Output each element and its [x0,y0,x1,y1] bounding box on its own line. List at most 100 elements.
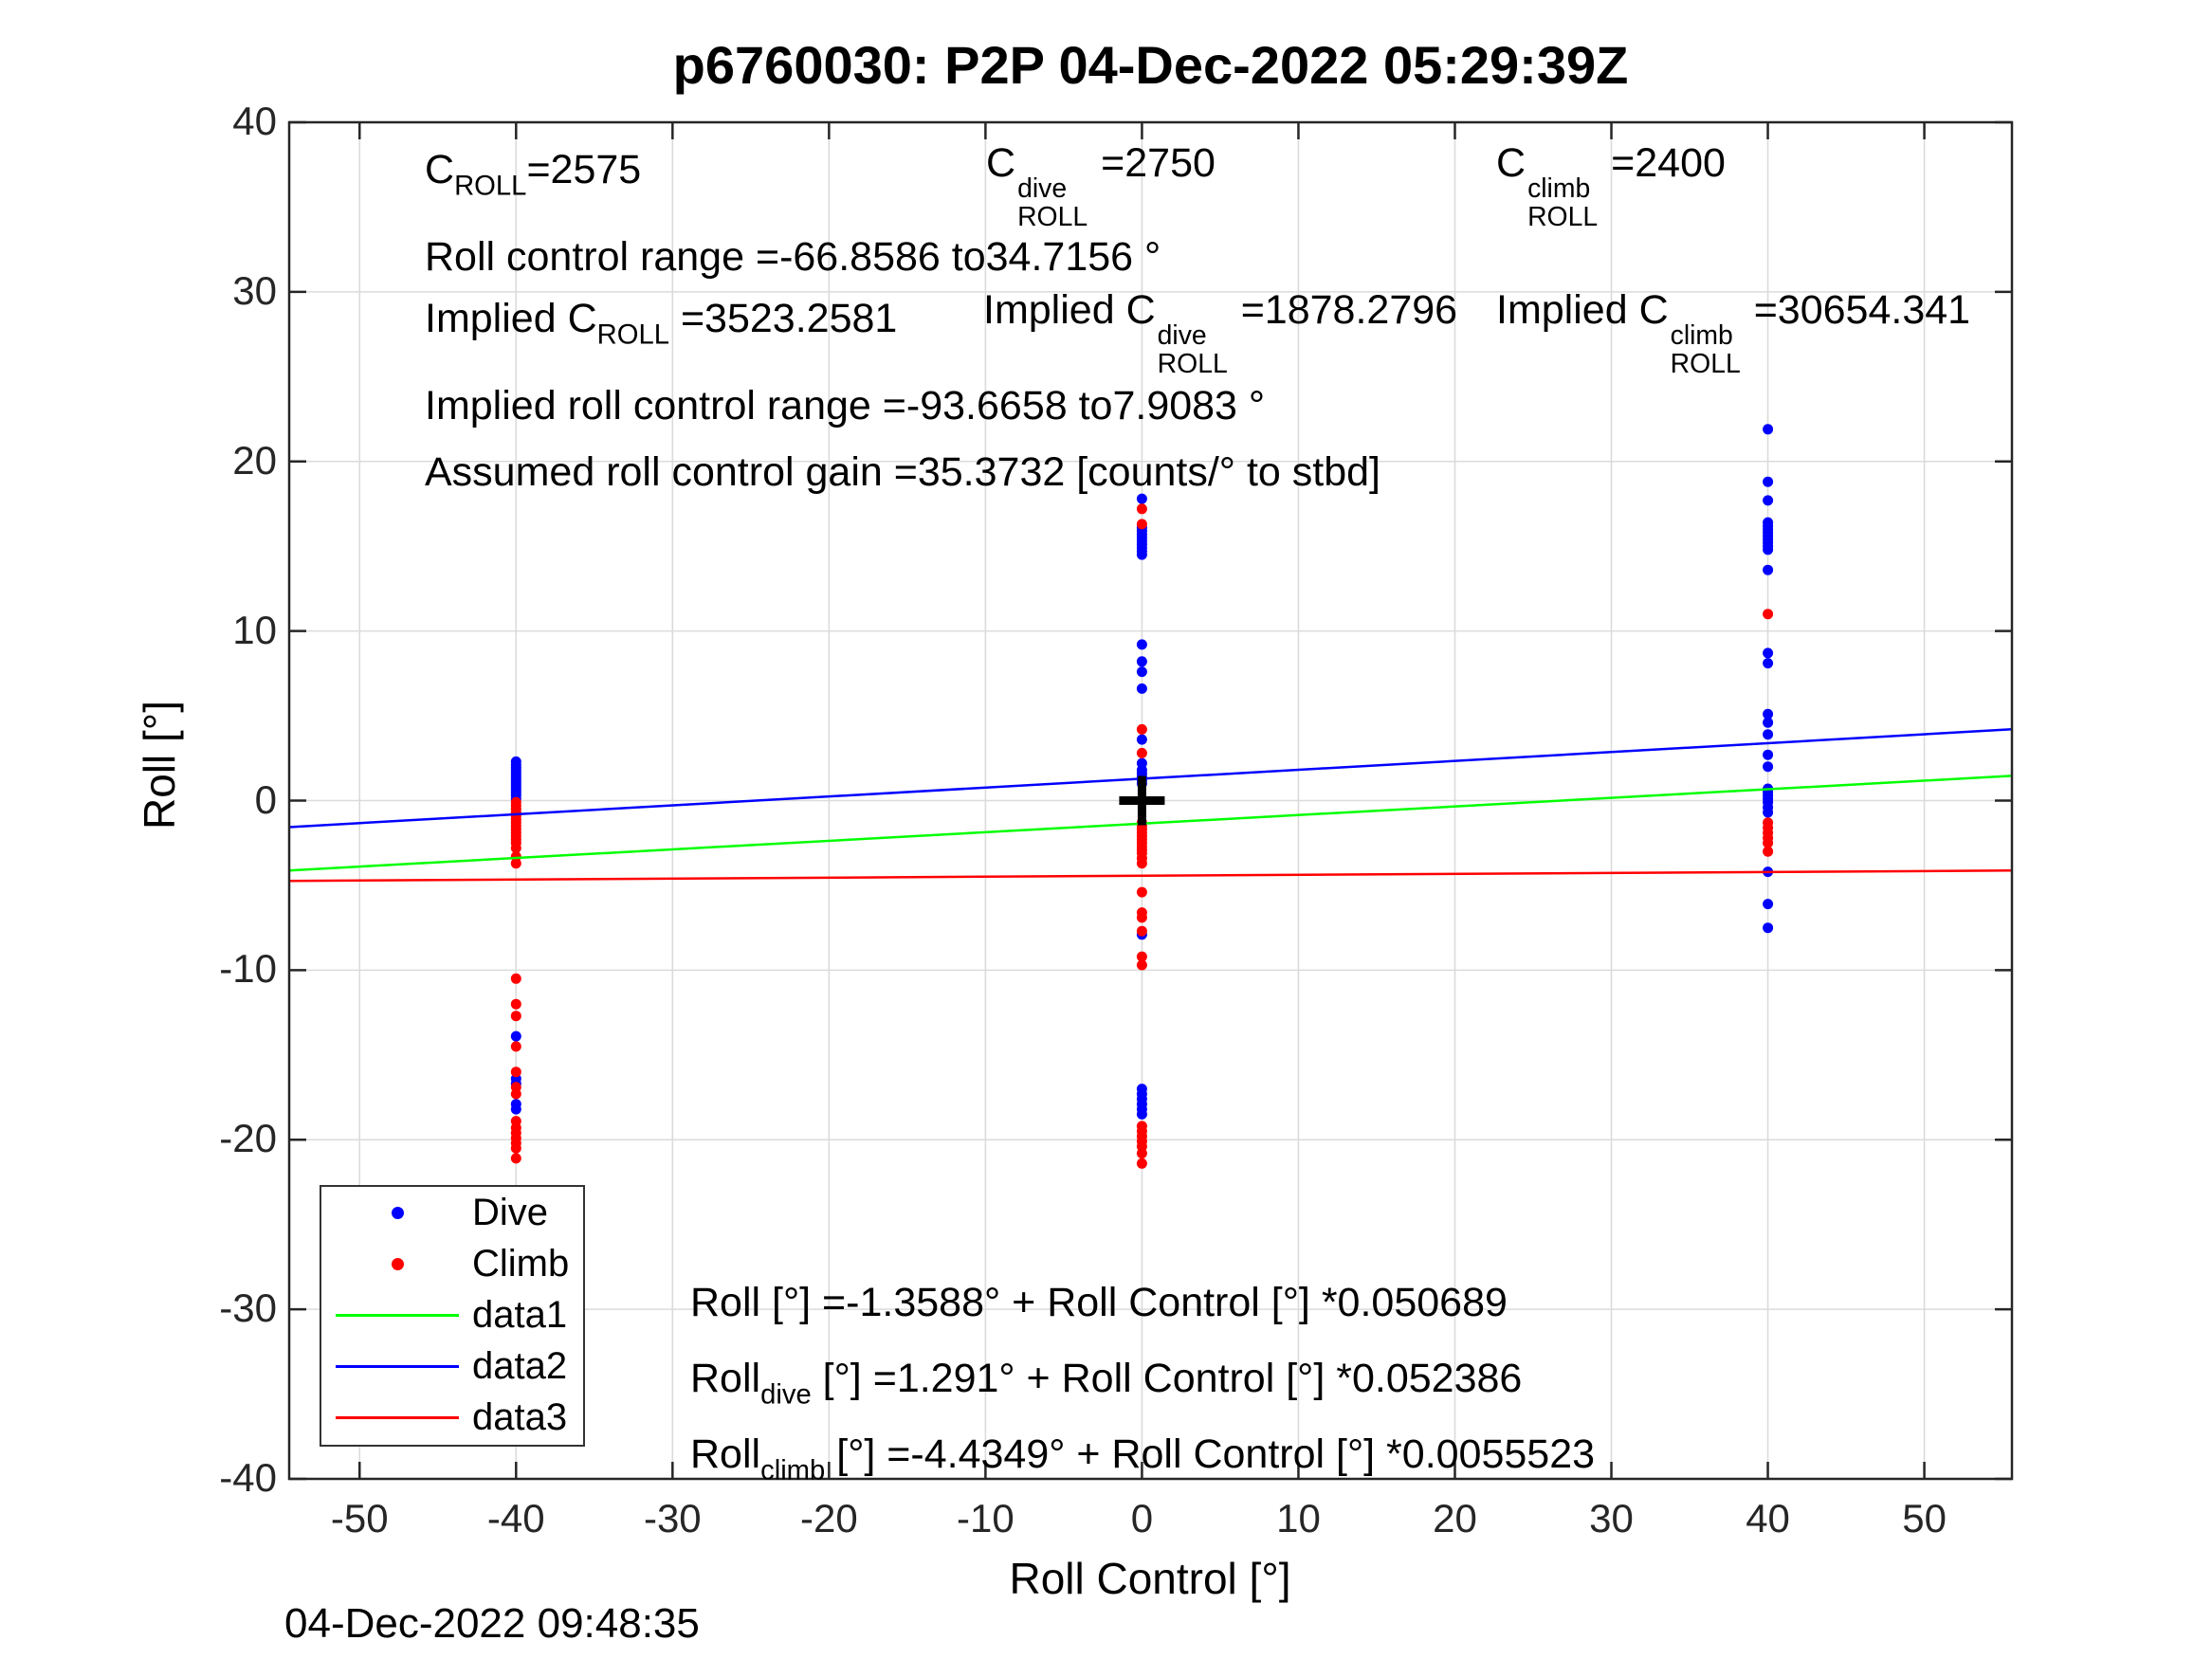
legend-dot-marker [336,1257,459,1270]
point-climb [510,858,521,869]
x-tick-label: -40 [486,1496,545,1540]
x-tick-label: -50 [330,1496,389,1540]
point-climb [1136,1158,1147,1169]
legend-entry: data2 [321,1340,583,1392]
point-dive [1763,761,1774,773]
point-dive [1136,493,1147,504]
point-climb [1136,503,1147,515]
y-tick-label: -10 [219,946,277,992]
x-tick-label: 20 [1433,1496,1477,1540]
point-climb [510,1011,521,1022]
point-dive [1763,717,1774,728]
x-axis-label: Roll Control [°] [1009,1554,1291,1603]
point-climb [1136,886,1147,898]
point-climb [510,1153,521,1164]
point-climb [1136,858,1147,869]
legend-dot-marker [336,1206,459,1219]
point-climb [1136,959,1147,971]
legend-line-marker [336,1364,459,1368]
point-dive [1763,729,1774,740]
point-dive [1763,495,1774,506]
point-dive [1136,639,1147,650]
point-climb [1136,951,1147,962]
annotation-text: Assumed roll control gain =35.3732 [coun… [425,449,1380,495]
annotation-text: CROLL=2575 [425,147,642,202]
legend-entry: data3 [321,1392,583,1443]
point-climb [510,1142,521,1154]
x-tick-label: -10 [957,1496,1015,1540]
point-climb [510,1041,521,1052]
point-dive [1763,922,1774,934]
fit-line-data3 [288,869,2013,883]
point-dive [510,1103,521,1115]
y-tick-label: 30 [232,267,277,313]
point-climb [510,973,521,984]
point-dive [1136,666,1147,678]
point-climb [510,1088,521,1100]
annotation-text: Roll control range =-66.8586 to34.7156 ° [425,234,1161,280]
point-dive [1136,734,1147,745]
point-climb [1136,519,1147,530]
footer-timestamp: 04-Dec-2022 09:48:35 [284,1600,700,1647]
y-axis-label: Roll [°] [135,701,184,830]
point-climb [1136,1148,1147,1159]
x-tick-label: 50 [1902,1496,1947,1540]
y-tick-label: 10 [232,607,277,652]
fit-line-data2 [288,728,2013,829]
point-dive [1136,683,1147,694]
point-dive [1763,647,1774,659]
y-tick-label: 40 [232,99,277,143]
y-tick-label: 20 [232,437,277,483]
legend-entry: Climb [321,1238,583,1289]
annotation-text: Implied roll control range =-93.6658 to7… [425,383,1266,428]
legend-entry: Dive [321,1187,583,1238]
annotation-text: Implied CROLL =3523.2581 [425,296,898,351]
point-dive [510,1030,521,1042]
point-climb [510,1066,521,1078]
legend-label: Dive [472,1191,549,1233]
fit-line-data1 [288,775,2013,872]
point-dive [1763,564,1774,575]
y-tick-label: -40 [219,1455,277,1500]
point-climb [510,998,521,1010]
point-dive [1763,749,1774,760]
x-tick-label: 30 [1589,1496,1634,1540]
point-climb [1136,925,1147,937]
legend-label: Climb [472,1242,570,1285]
point-dive [1136,656,1147,667]
point-dive [1763,807,1774,818]
x-tick-label: 40 [1746,1496,1790,1540]
point-dive [1763,658,1774,669]
fit-equation: Rollclimb [°] =-4.4349° + Roll Control [… [690,1431,1596,1486]
fit-equation: Roll [°] =-1.3588° + Roll Control [°] *0… [690,1280,1508,1325]
legend-line-marker [336,1415,459,1419]
point-dive [1763,476,1774,487]
legend-entry: data1 [321,1289,583,1340]
plus-marker [1119,775,1165,826]
point-climb [1136,912,1147,923]
point-dive [1763,424,1774,435]
y-tick-label: -30 [219,1285,277,1331]
legend: Dive Climb data1 data2 data3 [320,1185,585,1447]
legend-label: data3 [472,1395,568,1438]
chart-title: p6760030: P2P 04-Dec-2022 05:29:39Z [672,35,1629,95]
x-tick-label: 0 [1130,1496,1154,1540]
fit-equation: Rolldive [°] =1.291° + Roll Control [°] … [690,1356,1523,1411]
point-climb [1763,837,1774,848]
y-tick-label: -20 [219,1116,277,1161]
point-dive [1136,1108,1147,1120]
point-climb [510,843,521,854]
point-dive [1763,544,1774,556]
point-climb [1763,846,1774,857]
legend-label: data1 [472,1293,568,1336]
point-climb [1763,609,1774,620]
x-tick-label: -20 [800,1496,858,1540]
point-climb [1136,723,1147,735]
x-tick-label: 10 [1276,1496,1321,1540]
legend-line-marker [336,1313,459,1317]
legend-label: data2 [472,1344,568,1387]
